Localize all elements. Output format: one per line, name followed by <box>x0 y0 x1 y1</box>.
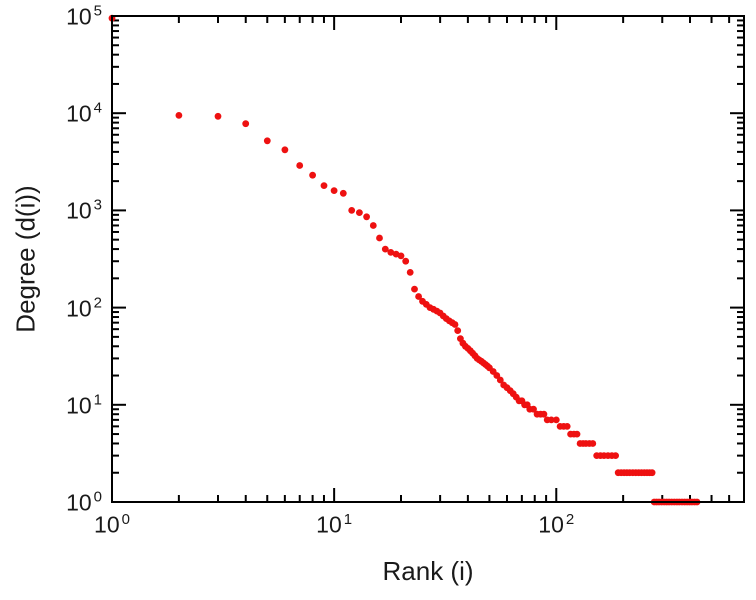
x-tick-label: 10 2 <box>538 511 575 538</box>
y-tick-label: 10 5 <box>66 2 102 30</box>
data-point <box>175 112 183 119</box>
y-tick-label: 10 1 <box>66 391 102 419</box>
data-point <box>573 430 581 438</box>
data-point <box>454 327 462 334</box>
data-point <box>402 257 410 265</box>
plot-frame <box>111 15 745 503</box>
data-point <box>242 120 250 128</box>
data-point <box>381 245 389 253</box>
data-point <box>387 249 395 256</box>
data-point <box>415 293 422 300</box>
y-tick-label: 10 0 <box>66 488 102 516</box>
data-point <box>589 440 597 447</box>
data-point <box>648 469 656 477</box>
data-point <box>348 207 356 214</box>
data-point <box>451 321 459 328</box>
data-points <box>108 14 701 506</box>
y-tick-label: 10 4 <box>66 99 102 127</box>
data-point <box>612 452 619 459</box>
frame-rect <box>111 15 745 503</box>
data-point <box>411 285 418 293</box>
data-point <box>376 234 383 242</box>
data-point <box>330 187 338 195</box>
data-point <box>547 416 555 424</box>
y-axis-label: Degree (d(i)) <box>10 185 41 333</box>
data-point <box>397 252 405 260</box>
data-point <box>263 137 271 145</box>
x-axis-label: Rank (i) <box>382 556 474 586</box>
data-point <box>214 112 222 120</box>
data-point <box>320 182 328 190</box>
data-point <box>552 416 560 424</box>
y-tick-label: 10 2 <box>66 294 102 321</box>
data-point <box>339 189 347 197</box>
x-tick-label: 10 1 <box>316 511 353 538</box>
y-tick-label: 10 3 <box>66 197 102 224</box>
data-point <box>356 209 363 217</box>
data-point <box>563 423 571 430</box>
data-point <box>540 410 548 418</box>
data-point <box>309 171 316 179</box>
data-point <box>406 269 414 276</box>
data-point <box>369 222 377 229</box>
axis-ticks <box>111 15 745 503</box>
data-point <box>281 146 289 154</box>
data-point <box>530 405 537 413</box>
data-point <box>496 376 504 384</box>
data-point <box>296 162 304 169</box>
data-point <box>363 213 370 221</box>
x-tick-label: 10 0 <box>94 511 130 538</box>
